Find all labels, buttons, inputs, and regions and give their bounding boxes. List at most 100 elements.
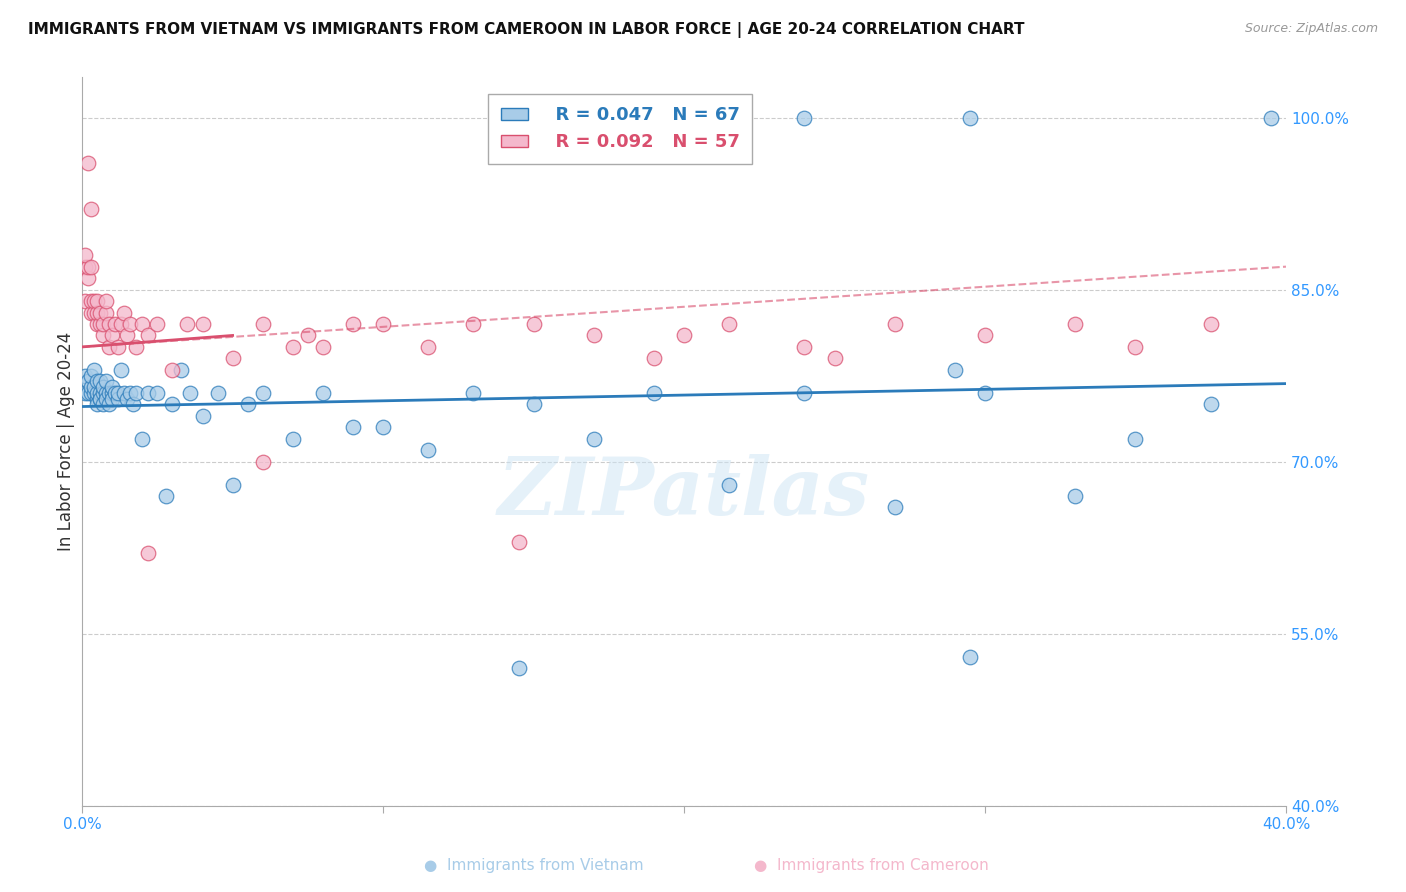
Point — [125, 385, 148, 400]
Point — [80, 293, 103, 308]
Point — [179, 385, 201, 400]
Text: ZIPatlas: ZIPatlas — [498, 454, 870, 532]
Point — [89, 392, 111, 406]
Point — [297, 328, 319, 343]
Point — [86, 293, 108, 308]
Point — [75, 248, 97, 262]
Point — [643, 385, 665, 400]
Point — [86, 317, 108, 331]
Point — [312, 340, 335, 354]
Point — [112, 305, 135, 319]
Point — [107, 392, 129, 406]
Point — [974, 328, 997, 343]
Point — [86, 374, 108, 388]
Point — [104, 385, 127, 400]
Point — [959, 111, 981, 125]
Point — [522, 111, 544, 125]
Point — [80, 260, 103, 274]
Point — [77, 260, 100, 274]
Point — [463, 317, 485, 331]
Point — [83, 385, 105, 400]
Point — [582, 432, 605, 446]
Point — [98, 340, 121, 354]
Point — [236, 397, 259, 411]
Point — [77, 156, 100, 170]
Point — [91, 317, 114, 331]
Point — [463, 385, 485, 400]
Point — [96, 293, 118, 308]
Point — [252, 454, 274, 468]
Point — [91, 385, 114, 400]
Point — [83, 293, 105, 308]
Point — [89, 374, 111, 388]
Point — [1199, 397, 1222, 411]
Point — [86, 305, 108, 319]
Point — [75, 385, 97, 400]
Point — [86, 392, 108, 406]
Point — [522, 317, 544, 331]
Point — [146, 317, 169, 331]
Point — [131, 432, 153, 446]
Point — [91, 397, 114, 411]
Point — [117, 392, 139, 406]
Point — [77, 385, 100, 400]
Point — [1064, 489, 1087, 503]
Point — [91, 328, 114, 343]
Point — [104, 317, 127, 331]
Point — [98, 397, 121, 411]
Point — [83, 363, 105, 377]
Point — [96, 374, 118, 388]
Legend:   R = 0.047   N = 67,   R = 0.092   N = 57: R = 0.047 N = 67, R = 0.092 N = 57 — [488, 94, 752, 164]
Point — [138, 385, 160, 400]
Point — [883, 500, 905, 515]
Point — [191, 409, 214, 423]
Point — [162, 397, 184, 411]
Point — [1260, 111, 1282, 125]
Point — [80, 380, 103, 394]
Text: IMMIGRANTS FROM VIETNAM VS IMMIGRANTS FROM CAMEROON IN LABOR FORCE | AGE 20-24 C: IMMIGRANTS FROM VIETNAM VS IMMIGRANTS FR… — [28, 22, 1025, 38]
Point — [77, 374, 100, 388]
Point — [75, 260, 97, 274]
Y-axis label: In Labor Force | Age 20-24: In Labor Force | Age 20-24 — [58, 332, 75, 551]
Point — [122, 397, 145, 411]
Point — [252, 385, 274, 400]
Point — [252, 317, 274, 331]
Point — [342, 420, 364, 434]
Point — [1125, 340, 1147, 354]
Point — [77, 271, 100, 285]
Point — [508, 661, 530, 675]
Point — [101, 392, 124, 406]
Point — [146, 385, 169, 400]
Point — [418, 340, 440, 354]
Point — [75, 368, 97, 383]
Point — [107, 340, 129, 354]
Point — [170, 363, 193, 377]
Point — [943, 363, 966, 377]
Point — [718, 317, 741, 331]
Point — [883, 317, 905, 331]
Text: Source: ZipAtlas.com: Source: ZipAtlas.com — [1244, 22, 1378, 36]
Point — [718, 477, 741, 491]
Point — [281, 340, 304, 354]
Point — [83, 305, 105, 319]
Point — [191, 317, 214, 331]
Point — [117, 328, 139, 343]
Point — [101, 328, 124, 343]
Text: ●  Immigrants from Cameroon: ● Immigrants from Cameroon — [755, 858, 988, 872]
Point — [793, 111, 815, 125]
Point — [643, 351, 665, 366]
Point — [80, 305, 103, 319]
Point — [89, 305, 111, 319]
Point — [793, 385, 815, 400]
Point — [112, 385, 135, 400]
Point — [371, 420, 394, 434]
Point — [221, 351, 243, 366]
Point — [98, 385, 121, 400]
Point — [110, 317, 132, 331]
Point — [96, 385, 118, 400]
Point — [522, 397, 544, 411]
Point — [131, 317, 153, 331]
Point — [125, 340, 148, 354]
Point — [508, 534, 530, 549]
Point — [1064, 317, 1087, 331]
